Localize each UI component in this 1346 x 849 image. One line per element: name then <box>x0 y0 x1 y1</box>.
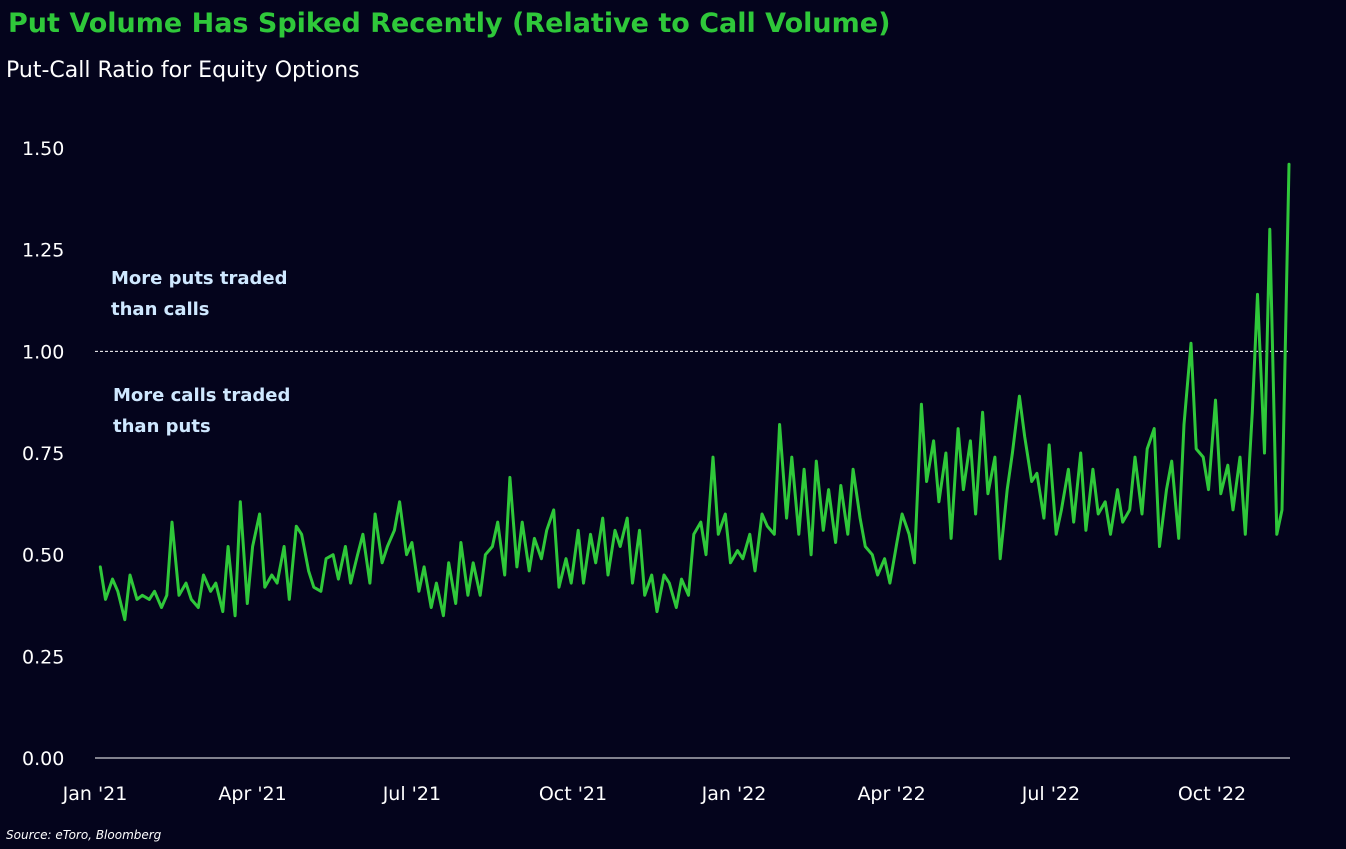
x-tick-label: Oct '22 <box>1178 783 1246 805</box>
x-tick-label: Oct '21 <box>539 783 607 805</box>
y-tick-label: 1.50 <box>22 138 64 160</box>
annotation-below-line-2: than puts <box>113 416 211 437</box>
x-tick-label: Apr '21 <box>218 783 286 805</box>
chart-title: Put Volume Has Spiked Recently (Relative… <box>8 8 891 39</box>
x-tick-label: Jan '21 <box>62 783 128 805</box>
x-tick-label: Apr '22 <box>857 783 925 805</box>
chart-source: Source: eToro, Bloomberg <box>6 828 162 842</box>
annotation-above-line-1: More puts traded <box>111 268 288 289</box>
chart-subtitle: Put-Call Ratio for Equity Options <box>6 58 360 83</box>
annotation-below: More calls traded than puts <box>113 385 290 437</box>
annotation-above-line-2: than calls <box>111 299 210 320</box>
y-tick-label: 1.25 <box>22 240 64 262</box>
x-axis-ticks: Jan '21 Apr '21 Jul '21 Oct '21 Jan '22 Apr '… <box>62 783 1247 805</box>
annotation-below-line-1: More calls traded <box>113 385 290 406</box>
x-tick-label: Jan '22 <box>701 783 767 805</box>
y-axis-ticks: 0.00 0.25 0.50 0.75 1.00 1.25 1.50 <box>22 138 64 770</box>
y-tick-label: 0.75 <box>22 443 64 465</box>
x-tick-label: Jul '21 <box>382 783 441 805</box>
x-tick-label: Jul '22 <box>1021 783 1080 805</box>
annotation-above: More puts traded than calls <box>111 268 288 320</box>
series-line-put-call-ratio <box>98 162 1291 622</box>
y-tick-label: 0.00 <box>22 748 64 770</box>
y-tick-label: 0.50 <box>22 545 64 567</box>
y-tick-label: 0.25 <box>22 646 64 668</box>
y-tick-label: 1.00 <box>22 341 64 363</box>
